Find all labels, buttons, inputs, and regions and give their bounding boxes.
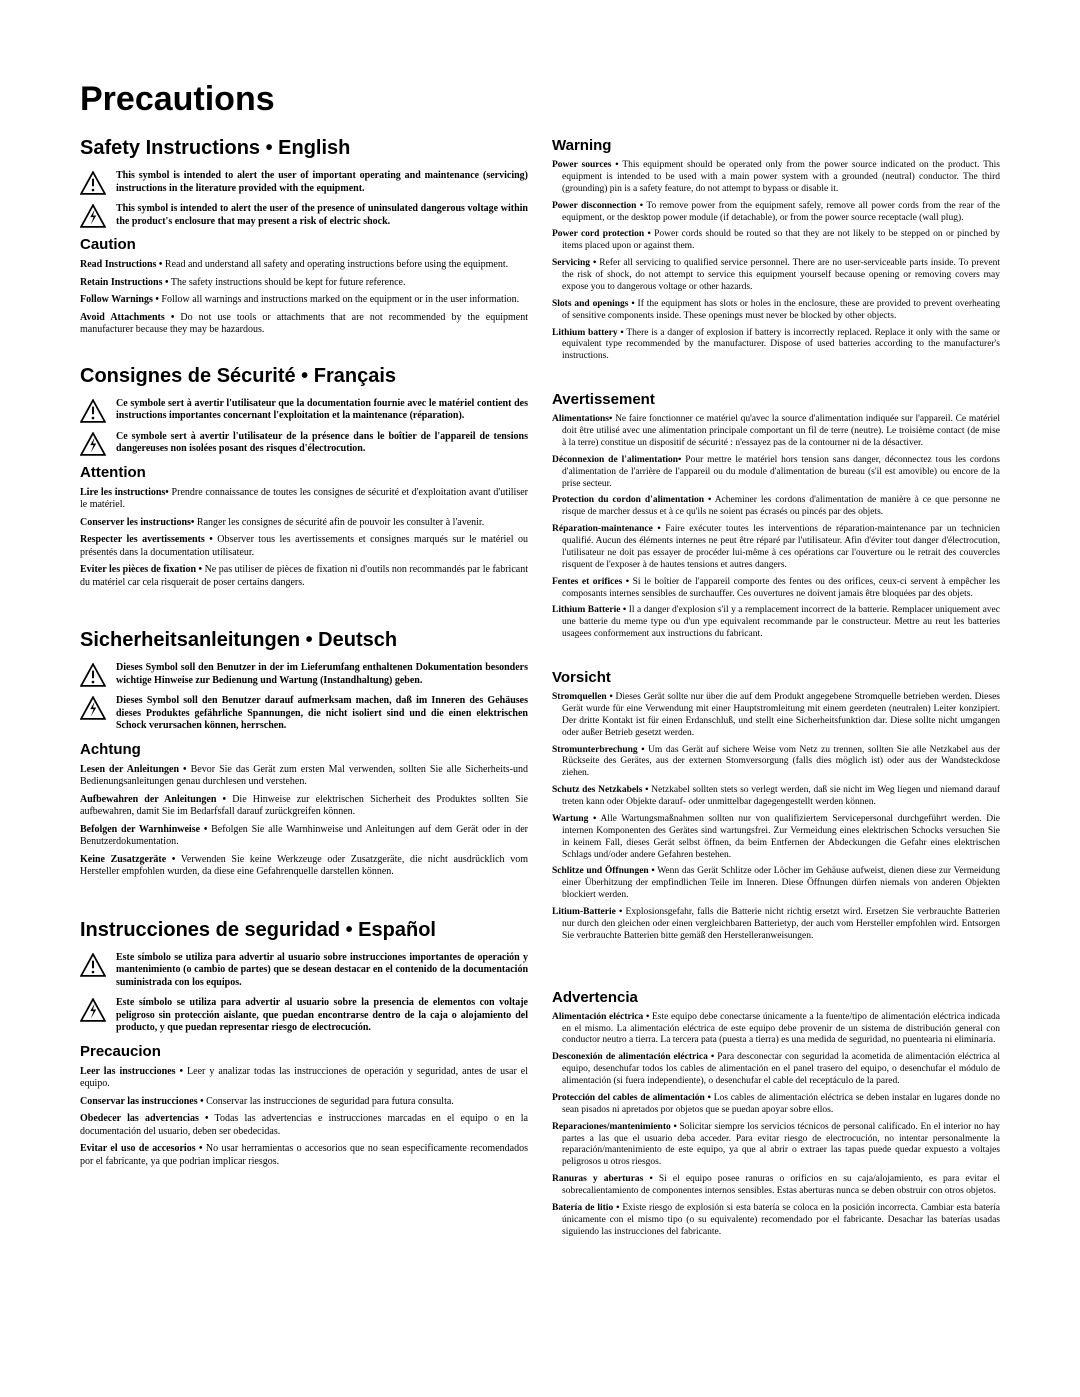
symbol-text: Dieses Symbol soll den Benutzer darauf a… xyxy=(116,695,528,733)
subheading-attention-fr: Attention xyxy=(80,464,528,481)
heading-advertencia-es: Advertencia xyxy=(552,989,1000,1006)
caution-icon xyxy=(80,953,106,977)
shock-icon xyxy=(80,696,106,720)
warning-french: Avertissement Alimentations• Ne faire fo… xyxy=(552,391,1000,641)
instr: Protection du cordon d'alimentation • Ac… xyxy=(552,495,1000,519)
instr: Déconnexion de l'alimentation• Pour mett… xyxy=(552,455,1000,491)
symbol-caution-de: Dieses Symbol soll den Benutzer in der i… xyxy=(80,662,528,687)
instr: Conserver les instructions• Ranger les c… xyxy=(80,517,528,530)
instr: Ranuras y aberturas • Si el equipo posee… xyxy=(552,1174,1000,1198)
instr: Obedecer las advertencias • Todas las ad… xyxy=(80,1113,528,1138)
instr: Protección del cables de alimentación • … xyxy=(552,1093,1000,1117)
subheading-caution-en: Caution xyxy=(80,236,528,253)
subheading-achtung-de: Achtung xyxy=(80,741,528,758)
instr: Respecter les avertissements • Observer … xyxy=(80,534,528,559)
left-column: Safety Instructions • English This symbo… xyxy=(80,137,528,1267)
instr: Avoid Attachments • Do not use tools or … xyxy=(80,312,528,337)
symbol-text: Este símbolo se utiliza para advertir al… xyxy=(116,997,528,1035)
instr: Evitar el uso de accesorios • No usar he… xyxy=(80,1143,528,1168)
symbol-text: Este símbolo se utiliza para advertir al… xyxy=(116,952,528,990)
instr: Leer las instrucciones • Leer y analizar… xyxy=(80,1066,528,1091)
instr: Retain Instructions • The safety instruc… xyxy=(80,277,528,290)
section-german: Sicherheitsanleitungen • Deutsch Dieses … xyxy=(80,629,528,879)
instr: Wartung • Alle Wartungsmaßnahmen sollten… xyxy=(552,814,1000,862)
warning-english: Warning Power sources • This equipment s… xyxy=(552,137,1000,363)
instr: Schlitze und Öffnungen • Wenn das Gerät … xyxy=(552,866,1000,902)
instr: Keine Zusatzgeräte • Verwenden Sie keine… xyxy=(80,854,528,879)
instr: Reparaciones/mantenimiento • Solicitar s… xyxy=(552,1122,1000,1170)
symbol-shock-de: Dieses Symbol soll den Benutzer darauf a… xyxy=(80,695,528,733)
section-french: Consignes de Sécurité • Français Ce symb… xyxy=(80,365,528,590)
instr: Aufbewahren der Anleitungen • Die Hinwei… xyxy=(80,794,528,819)
symbol-text: This symbol is intended to alert the use… xyxy=(116,203,528,228)
symbol-shock-en: This symbol is intended to alert the use… xyxy=(80,203,528,228)
instr: Lire les instructions• Prendre connaissa… xyxy=(80,487,528,512)
symbol-text: Ce symbole sert à avertir l'utilisateur … xyxy=(116,398,528,423)
instr: Desconexión de alimentación eléctrica • … xyxy=(552,1052,1000,1088)
shock-icon xyxy=(80,432,106,456)
symbol-shock-fr: Ce symbole sert à avertir l'utilisateur … xyxy=(80,431,528,456)
section-spanish: Instrucciones de seguridad • Español Est… xyxy=(80,919,528,1169)
instr: Lithium Batterie • Il a danger d'explosi… xyxy=(552,605,1000,641)
heading-spanish: Instrucciones de seguridad • Español xyxy=(80,919,528,942)
instr: Stromquellen • Dieses Gerät sollte nur ü… xyxy=(552,692,1000,740)
heading-german: Sicherheitsanleitungen • Deutsch xyxy=(80,629,528,652)
symbol-caution-fr: Ce symbole sert à avertir l'utilisateur … xyxy=(80,398,528,423)
instr: Servicing • Refer all servicing to quali… xyxy=(552,258,1000,294)
instr: Power disconnection • To remove power fr… xyxy=(552,201,1000,225)
symbol-text: This symbol is intended to alert the use… xyxy=(116,170,528,195)
instr: Alimentations• Ne faire fonctionner ce m… xyxy=(552,414,1000,450)
instr: Lesen der Anleitungen • Bevor Sie das Ge… xyxy=(80,764,528,789)
shock-icon xyxy=(80,204,106,228)
instr: Read Instructions • Read and understand … xyxy=(80,259,528,272)
instr: Alimentación eléctrica • Este equipo deb… xyxy=(552,1012,1000,1048)
instr: Réparation-maintenance • Faire exécuter … xyxy=(552,524,1000,572)
instr: Litium-Batterie • Explosionsgefahr, fall… xyxy=(552,907,1000,943)
instr: Power sources • This equipment should be… xyxy=(552,160,1000,196)
two-column-layout: Safety Instructions • English This symbo… xyxy=(80,137,1000,1267)
warning-german: Vorsicht Stromquellen • Dieses Gerät sol… xyxy=(552,669,1000,943)
heading-french: Consignes de Sécurité • Français xyxy=(80,365,528,388)
instr: Power cord protection • Power cords shou… xyxy=(552,229,1000,253)
symbol-caution-es: Este símbolo se utiliza para advertir al… xyxy=(80,952,528,990)
page-title: Precautions xyxy=(80,80,1000,119)
instr: Batería de litio • Existe riesgo de expl… xyxy=(552,1203,1000,1239)
caution-icon xyxy=(80,399,106,423)
instr: Follow Warnings • Follow all warnings an… xyxy=(80,294,528,307)
caution-icon xyxy=(80,171,106,195)
instr: Stromunterbrechung • Um das Gerät auf si… xyxy=(552,745,1000,781)
instr: Schutz des Netzkabels • Netzkabel sollte… xyxy=(552,785,1000,809)
instr: Fentes et orifices • Si le boîtier de l'… xyxy=(552,577,1000,601)
heading-warning-en: Warning xyxy=(552,137,1000,154)
caution-icon xyxy=(80,663,106,687)
subheading-precaucion-es: Precaucion xyxy=(80,1043,528,1060)
warning-spanish: Advertencia Alimentación eléctrica • Est… xyxy=(552,989,1000,1239)
instr: Conservar las instrucciones • Conservar … xyxy=(80,1096,528,1109)
instr: Eviter les pièces de fixation • Ne pas u… xyxy=(80,564,528,589)
symbol-caution-en: This symbol is intended to alert the use… xyxy=(80,170,528,195)
instr: Befolgen der Warnhinweise • Befolgen Sie… xyxy=(80,824,528,849)
symbol-text: Dieses Symbol soll den Benutzer in der i… xyxy=(116,662,528,687)
right-column: Warning Power sources • This equipment s… xyxy=(552,137,1000,1267)
instr: Lithium battery • There is a danger of e… xyxy=(552,328,1000,364)
section-english: Safety Instructions • English This symbo… xyxy=(80,137,528,337)
shock-icon xyxy=(80,998,106,1022)
symbol-shock-es: Este símbolo se utiliza para advertir al… xyxy=(80,997,528,1035)
heading-english: Safety Instructions • English xyxy=(80,137,528,160)
symbol-text: Ce symbole sert à avertir l'utilisateur … xyxy=(116,431,528,456)
instr: Slots and openings • If the equipment ha… xyxy=(552,299,1000,323)
heading-vorsicht-de: Vorsicht xyxy=(552,669,1000,686)
heading-avertissement-fr: Avertissement xyxy=(552,391,1000,408)
